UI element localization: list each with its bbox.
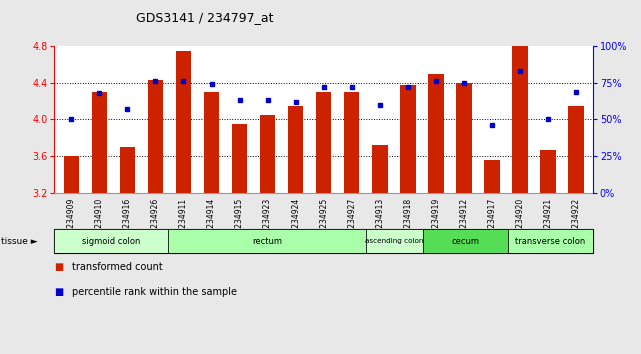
Bar [316,92,331,193]
Text: cecum: cecum [451,236,479,246]
Bar [484,160,500,193]
Bar [423,229,508,253]
Bar [92,92,107,193]
Bar [512,46,528,193]
Bar [204,92,219,193]
Text: ascending colon: ascending colon [365,238,424,244]
Bar [147,80,163,193]
Text: transformed count: transformed count [72,262,163,272]
Bar [540,150,556,193]
Text: rectum: rectum [252,236,282,246]
Bar [372,145,388,193]
Bar [400,85,415,193]
Text: ■: ■ [54,262,63,272]
Bar [176,51,191,193]
Text: GDS3141 / 234797_at: GDS3141 / 234797_at [137,11,274,24]
Bar [344,92,360,193]
Bar [366,229,423,253]
Bar [456,83,472,193]
Bar [232,124,247,193]
Bar [120,147,135,193]
Text: percentile rank within the sample: percentile rank within the sample [72,287,237,297]
Bar [54,229,168,253]
Text: sigmoid colon: sigmoid colon [82,236,140,246]
Bar [508,229,593,253]
Bar [168,229,366,253]
Bar [63,156,79,193]
Bar [428,74,444,193]
Text: transverse colon: transverse colon [515,236,585,246]
Bar [288,106,303,193]
Bar [260,115,276,193]
Text: ■: ■ [54,287,63,297]
Text: tissue ►: tissue ► [1,236,37,246]
Bar [569,106,584,193]
